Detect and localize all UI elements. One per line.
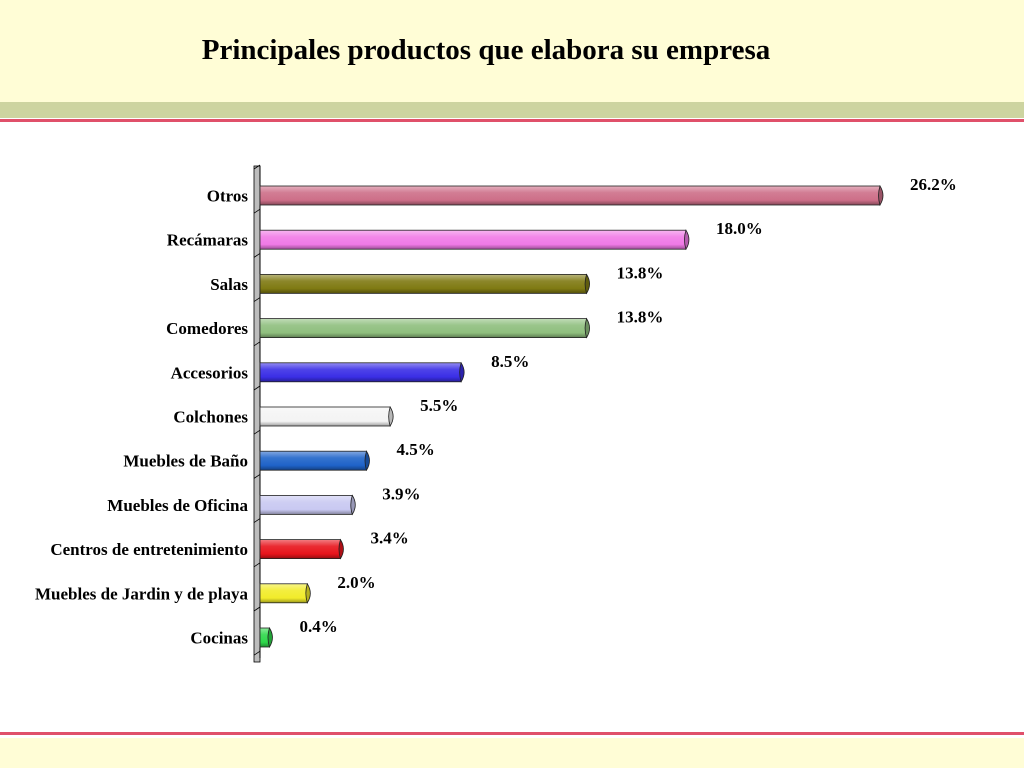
category-label: Muebles de Baño (123, 452, 248, 471)
y-axis-tick (253, 297, 261, 302)
bar-0 (259, 185, 881, 206)
value-label: 26.2% (910, 175, 957, 194)
bar-5 (259, 406, 391, 427)
bar-cap-0 (878, 185, 884, 206)
bar-cap-1 (684, 229, 690, 251)
value-label: 3.9% (382, 484, 420, 503)
bar-7 (259, 494, 353, 515)
bar-cap-9 (305, 582, 311, 604)
bar-2 (259, 273, 587, 294)
value-label: 13.8% (617, 263, 664, 282)
value-label: 3.4% (370, 529, 408, 548)
bar-cap-2 (584, 273, 590, 295)
footer-band (0, 738, 1024, 768)
value-label: 4.5% (396, 440, 434, 459)
y-axis-tick (253, 429, 261, 435)
title-banner (0, 0, 1024, 102)
bar-cap-10 (267, 627, 273, 648)
y-axis-tick (253, 518, 261, 523)
page-title: Principales productos que elabora su emp… (201, 34, 771, 66)
header-divider (0, 119, 1024, 122)
y-axis-tick (253, 606, 261, 612)
value-label: 2.0% (337, 573, 375, 592)
y-axis-tick (253, 650, 261, 656)
bar-cap-5 (388, 406, 394, 427)
category-label: Colchones (173, 408, 248, 427)
y-axis-wall (253, 165, 261, 663)
footer-divider (0, 732, 1024, 735)
bar-1 (259, 229, 687, 250)
category-label: Muebles de Oficina (107, 496, 248, 515)
bar-4 (259, 362, 462, 383)
category-label: Comedores (166, 319, 248, 338)
category-label: Centros de entretenimiento (50, 540, 248, 559)
value-label: 8.5% (491, 352, 529, 371)
category-label: Accesorios (171, 363, 249, 382)
bar-cap-8 (338, 538, 344, 560)
bar-cap-7 (350, 494, 356, 516)
category-label: Muebles de Jardin y de playa (35, 584, 248, 603)
y-axis-tick (253, 164, 261, 170)
category-label: Cocinas (190, 629, 248, 648)
y-axis-tick (253, 208, 261, 214)
bar-6 (259, 450, 367, 471)
category-label: Otros (207, 187, 249, 206)
value-label: 0.4% (299, 617, 337, 636)
category-label: Salas (210, 275, 248, 294)
y-axis-tick (253, 253, 261, 258)
bar-3 (259, 318, 587, 339)
y-axis-tick (253, 341, 261, 347)
y-axis-tick (253, 562, 261, 568)
value-label: 18.0% (716, 219, 763, 238)
bar-cap-6 (364, 450, 370, 472)
value-label: 13.8% (617, 308, 664, 327)
bar-9 (259, 583, 308, 604)
category-label: Recámaras (167, 231, 249, 250)
header-band (0, 102, 1024, 118)
y-axis-tick (253, 474, 261, 479)
bar-cap-4 (459, 361, 465, 383)
bar-cap-3 (584, 317, 590, 339)
value-label: 5.5% (420, 396, 458, 415)
y-axis-tick (253, 385, 261, 391)
bar-8 (259, 539, 341, 559)
